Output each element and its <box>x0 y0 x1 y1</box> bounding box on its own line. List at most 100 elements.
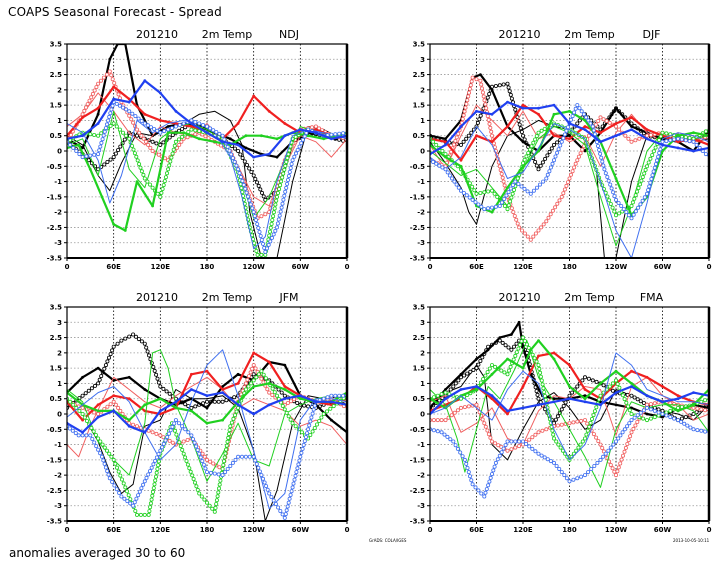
series-marker-blue-circle <box>595 460 600 465</box>
series-marker-green-circle <box>96 133 101 138</box>
y-tick-label: 2.5 <box>413 71 426 79</box>
series-marker-blue-circle <box>631 212 636 217</box>
series-marker-blue-circle <box>128 501 133 506</box>
series-point-blue-thick <box>158 91 162 95</box>
series-marker-red-circle <box>569 172 574 177</box>
series-point-black-thick <box>645 412 649 416</box>
series-marker-green-circle <box>228 424 233 429</box>
series-point-blue-thick <box>221 391 225 394</box>
series-marker-green-circle <box>130 143 135 148</box>
series-marker-black-circle <box>220 399 225 404</box>
series-marker-blue-circle <box>470 482 475 487</box>
series-marker-blue-circle <box>289 489 294 494</box>
series-marker-red-circle <box>502 183 507 188</box>
series-marker-black-circle <box>86 158 91 163</box>
series-marker-blue-circle <box>300 446 305 451</box>
series-marker-green-circle <box>109 454 114 459</box>
series-marker-green-circle <box>627 408 632 413</box>
y-tick-label: -0.5 <box>47 426 62 434</box>
series-marker-blue-circle <box>555 150 560 155</box>
series-marker-red-circle <box>546 215 551 220</box>
series-marker-blue-circle <box>592 463 597 468</box>
series-point-red-thick <box>537 354 540 358</box>
series-marker-black-circle <box>282 393 287 398</box>
series-marker-blue-circle <box>105 469 110 474</box>
series-marker-green-circle <box>524 154 529 159</box>
series-point-red-thick <box>568 137 571 141</box>
series-marker-blue-circle <box>619 203 624 208</box>
series-marker-blue-circle <box>216 472 221 477</box>
series-marker-green-circle <box>96 436 101 441</box>
series-marker-green-circle <box>588 420 593 425</box>
series-marker-blue-circle <box>84 154 89 159</box>
series-marker-red-circle <box>248 370 253 375</box>
series-marker-red-circle <box>533 432 538 437</box>
series-marker-red-circle <box>87 98 92 103</box>
series-marker-blue-circle <box>466 470 471 475</box>
series-marker-black-circle <box>487 92 492 97</box>
series-marker-blue-circle <box>102 461 107 466</box>
series-marker-red-circle <box>575 419 580 424</box>
series-marker-blue-circle <box>256 225 261 230</box>
series-marker-green-circle <box>213 505 218 510</box>
series-point-green-thick <box>583 397 587 401</box>
series-marker-blue-circle <box>189 118 194 123</box>
series-marker-red-circle <box>150 430 155 435</box>
series-marker-black-circle <box>145 349 150 354</box>
series-marker-green-circle <box>234 409 239 414</box>
series-marker-red-circle <box>617 127 622 132</box>
series-point-red-thick <box>81 116 84 119</box>
series-marker-red-circle <box>513 445 518 450</box>
series-marker-black-circle <box>517 122 522 127</box>
series-marker-blue-circle <box>489 472 494 477</box>
series-marker-red-circle <box>579 418 584 423</box>
series-marker-red-circle <box>107 69 112 74</box>
series-marker-black-circle <box>635 397 640 402</box>
series-point-green-thick <box>490 210 494 214</box>
series-marker-green-circle <box>113 461 118 466</box>
series-marker-green-circle <box>188 469 193 474</box>
series-marker-blue-circle <box>487 479 492 484</box>
series-point-blue-thick <box>583 128 587 132</box>
series-marker-green-circle <box>493 364 498 369</box>
series-marker-green-circle <box>288 417 293 422</box>
series-marker-blue-circle <box>98 144 103 149</box>
series-marker-blue-circle <box>566 125 571 130</box>
series-marker-green-circle <box>163 175 168 180</box>
series-marker-black-circle <box>236 148 241 153</box>
series-marker-blue-circle <box>589 466 594 471</box>
series-marker-green-circle <box>282 167 287 172</box>
series-point-red-thick <box>112 85 116 89</box>
series-marker-red-circle <box>143 139 148 144</box>
series-marker-blue-circle <box>535 185 540 190</box>
series-marker-blue-circle <box>333 132 338 137</box>
series-marker-red-circle <box>485 114 490 119</box>
series-marker-blue-circle <box>141 482 146 487</box>
series-marker-blue-circle <box>283 189 288 194</box>
series-marker-black-circle <box>466 133 471 138</box>
series-point-green-thick <box>506 186 509 190</box>
series-marker-green-circle <box>645 418 650 423</box>
series-marker-green-circle <box>583 436 588 441</box>
series-marker-blue-circle <box>499 200 504 205</box>
series-marker-black-circle <box>212 399 217 404</box>
series-marker-green-circle <box>522 157 527 162</box>
y-tick-label: 3 <box>57 56 62 64</box>
y-tick-label: -1.5 <box>47 193 62 201</box>
series-line-blue-thin <box>430 352 709 461</box>
series-marker-red-circle <box>631 426 636 431</box>
series-marker-black-circle <box>259 190 264 195</box>
series-line-black-thin <box>67 110 347 258</box>
series-marker-blue-circle <box>225 144 230 149</box>
series-marker-red-circle <box>517 444 522 449</box>
series-point-blue-thick <box>490 394 494 398</box>
series-marker-blue-circle <box>282 193 287 198</box>
series-marker-blue-circle <box>269 235 274 240</box>
series-marker-blue-circle <box>96 152 101 157</box>
series-point-blue-thick <box>330 400 333 404</box>
y-tick-label: 3.5 <box>413 304 426 312</box>
series-marker-blue-circle <box>649 176 654 181</box>
series-marker-blue-circle <box>614 439 619 444</box>
series-marker-blue-circle <box>561 136 566 141</box>
series-point-blue-thick <box>599 403 602 407</box>
